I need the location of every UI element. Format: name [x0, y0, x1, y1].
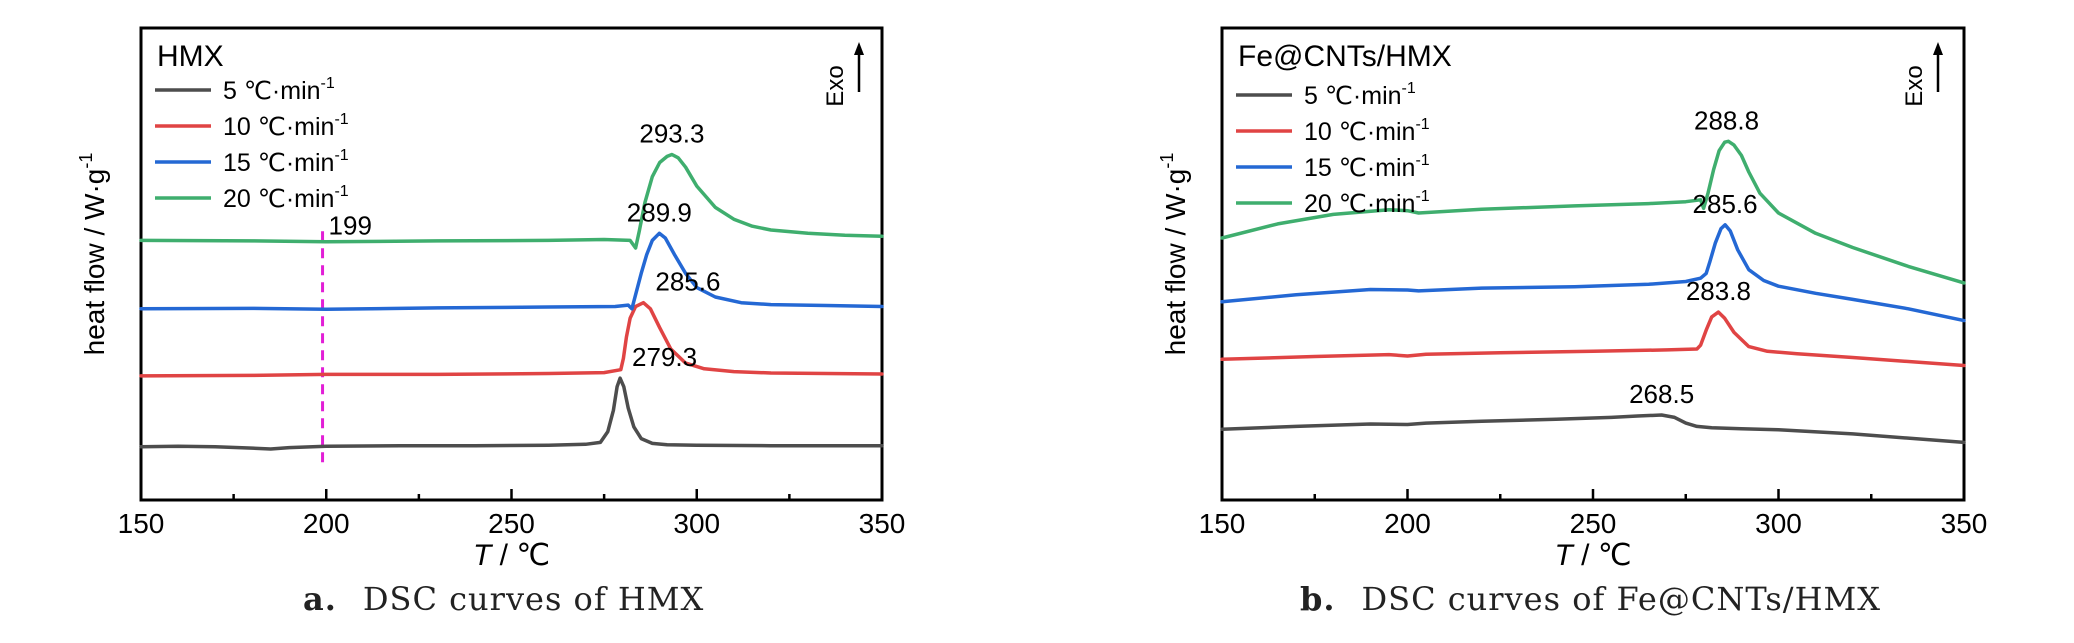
sample-label: HMX	[157, 40, 224, 73]
x-tick-label: 150	[118, 508, 165, 539]
series-line-4	[139, 152, 884, 250]
x-tick-label: 250	[488, 508, 535, 539]
legend-label-1: 5 ℃·min-1	[223, 75, 335, 105]
x-axis-label: T / ℃	[473, 539, 550, 572]
y-axis-label: heat flow / W·g-1	[76, 153, 110, 356]
legend-label-3: 15 ℃·min-1	[1304, 152, 1430, 182]
legend-label-4: 20 ℃·min-1	[1304, 188, 1430, 218]
caption-b-label: b.	[1300, 580, 1336, 618]
exo-arrow-head	[854, 42, 864, 55]
peak-annotation: 279.3	[632, 342, 697, 372]
series-line-2	[139, 300, 884, 378]
peak-annotation: 285.6	[655, 267, 720, 297]
legend: 5 ℃·min-1 10 ℃·min-1 15 ℃·min-1 20 ℃·min-1	[1236, 80, 1430, 218]
series-line-1	[1220, 413, 1966, 445]
legend-label-1: 5 ℃·min-1	[1304, 80, 1416, 110]
peak-annotation: 268.5	[1629, 379, 1694, 409]
x-tick-label: 300	[673, 508, 720, 539]
x-tick-label: 300	[1755, 508, 1802, 539]
caption-b: b. DSC curves of Fe@CNTs/HMX	[1300, 580, 1881, 618]
x-tick-label: 200	[1384, 508, 1431, 539]
x-tick-label: 350	[1941, 508, 1988, 539]
x-tick-label: 350	[859, 508, 906, 539]
chart-panel-a: 150 200 250 300 350 T / ℃ heat flow / W·g-1 HMX…	[76, 26, 906, 572]
chart-panel-b: 150 200 250 300 350 T / ℃ heat flow / W·g-1 Fe@…	[1157, 26, 1988, 572]
peak-annotation: 293.3	[639, 118, 704, 148]
series-line-3	[139, 231, 884, 312]
caption-a-text: DSC curves of HMX	[362, 580, 705, 618]
sample-label: Fe@CNTs/HMX	[1238, 40, 1452, 73]
peak-annotation: 283.8	[1686, 276, 1751, 306]
x-tick-label: 250	[1570, 508, 1617, 539]
exo-arrow-head	[1933, 42, 1943, 55]
caption-b-text: DSC curves of Fe@CNTs/HMX	[1361, 580, 1882, 618]
series-line-4	[1220, 139, 1966, 285]
series-line-2	[1220, 310, 1966, 368]
x-tick-label: 150	[1199, 508, 1246, 539]
series-line-1	[139, 376, 884, 451]
x-tick-label: 200	[303, 508, 350, 539]
peak-annotation: 199	[329, 210, 372, 240]
exo-label: Exo	[1901, 65, 1928, 106]
legend-label-4: 20 ℃·min-1	[223, 183, 349, 213]
peak-annotation: 289.9	[627, 197, 692, 227]
peak-annotation: 285.6	[1693, 189, 1758, 219]
series-line-3	[1220, 223, 1966, 323]
y-axis-label: heat flow / W·g-1	[1157, 153, 1191, 356]
legend-label-2: 10 ℃·min-1	[1304, 116, 1430, 146]
legend-label-3: 15 ℃·min-1	[223, 147, 349, 177]
peak-annotation: 288.8	[1694, 105, 1759, 135]
exo-label: Exo	[822, 65, 849, 106]
legend-label-2: 10 ℃·min-1	[223, 111, 349, 141]
caption-a-label: a.	[303, 580, 337, 618]
x-axis-label: T / ℃	[1554, 539, 1631, 572]
legend: 5 ℃·min-1 10 ℃·min-1 15 ℃·min-1 20 ℃·min-1	[155, 75, 349, 213]
caption-a: a. DSC curves of HMX	[303, 580, 704, 618]
